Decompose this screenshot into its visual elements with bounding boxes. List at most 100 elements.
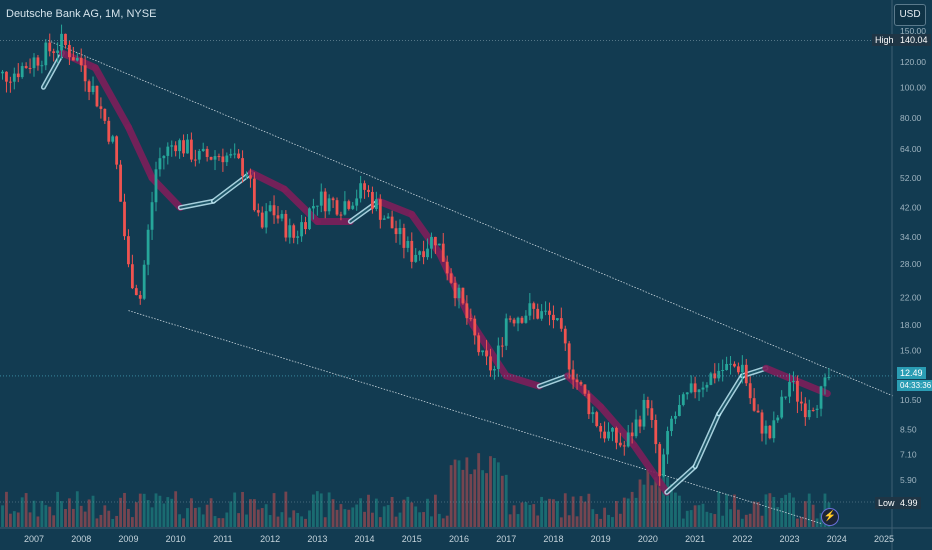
candle-body bbox=[634, 419, 638, 437]
candle-body bbox=[437, 243, 441, 246]
volume-bar bbox=[225, 512, 229, 527]
ribbon-segment bbox=[280, 185, 321, 226]
volume-bar bbox=[233, 492, 237, 527]
ribbon-core bbox=[717, 374, 744, 415]
currency-button[interactable]: USD bbox=[894, 4, 926, 26]
volume-bar bbox=[646, 469, 650, 527]
volume-bar bbox=[83, 511, 87, 527]
volume-bar bbox=[284, 491, 288, 527]
candle-body bbox=[130, 264, 134, 289]
candle-body bbox=[280, 213, 284, 219]
x-tick-label: 2016 bbox=[449, 534, 469, 544]
volume-bar bbox=[689, 510, 693, 527]
volume-bar bbox=[634, 497, 638, 527]
candle-body bbox=[772, 420, 776, 439]
candle-body bbox=[40, 65, 44, 67]
candle-body bbox=[60, 33, 63, 51]
candle-body bbox=[225, 155, 229, 163]
candle-body bbox=[603, 431, 607, 439]
volume-bar bbox=[540, 496, 544, 527]
lightning-icon[interactable]: ⚡ bbox=[821, 508, 839, 526]
volume-bar bbox=[64, 508, 67, 527]
candle-body bbox=[315, 205, 319, 207]
candle-body bbox=[465, 303, 469, 319]
volume-bar bbox=[599, 518, 603, 527]
candle-body bbox=[571, 369, 575, 380]
ribbon-segment bbox=[762, 364, 794, 382]
candle-body bbox=[516, 317, 520, 324]
volume-bar bbox=[811, 504, 815, 527]
candle-body bbox=[394, 228, 398, 235]
volume-bar bbox=[528, 504, 532, 527]
volume-bar bbox=[272, 493, 276, 527]
candle-body bbox=[138, 295, 142, 299]
volume-bar bbox=[75, 491, 79, 527]
volume-bar bbox=[335, 509, 339, 527]
candle-body bbox=[107, 120, 111, 142]
candle-body bbox=[178, 140, 182, 152]
moving-average-ribbon bbox=[40, 49, 831, 496]
candle-body bbox=[780, 396, 784, 418]
candle-body bbox=[626, 432, 630, 447]
volume-bar bbox=[111, 518, 115, 527]
volume-bar bbox=[473, 469, 477, 527]
volume-bar bbox=[477, 453, 481, 527]
volume-bar bbox=[406, 496, 410, 527]
volume-bar bbox=[44, 505, 48, 527]
volume-bar bbox=[193, 507, 197, 527]
ribbon-core bbox=[538, 374, 569, 388]
volume-bar bbox=[736, 509, 740, 527]
low-label: Low bbox=[875, 497, 898, 509]
volume-bar bbox=[40, 500, 44, 527]
volume-bar bbox=[292, 510, 296, 527]
volume-bar bbox=[28, 512, 32, 527]
candle-body bbox=[355, 198, 359, 206]
candle-body bbox=[528, 303, 532, 316]
volume-bar bbox=[398, 512, 402, 527]
candle-body bbox=[583, 384, 587, 394]
candle-body bbox=[685, 392, 689, 395]
volume-bar bbox=[197, 507, 201, 527]
volume-bar bbox=[68, 498, 71, 527]
volume-bar bbox=[339, 504, 343, 527]
candle-body bbox=[331, 198, 335, 201]
volume-bar bbox=[249, 499, 252, 527]
volume-bar bbox=[378, 517, 382, 527]
volume-bar bbox=[630, 491, 634, 527]
candle-body bbox=[190, 139, 193, 160]
candle-body bbox=[142, 264, 146, 299]
candle-body bbox=[402, 227, 406, 248]
candle-body bbox=[650, 408, 654, 420]
y-tick-label: 80.00 bbox=[900, 113, 922, 123]
volume-bar bbox=[807, 493, 811, 527]
y-tick-label: 28.00 bbox=[900, 259, 922, 269]
candle-body bbox=[453, 282, 457, 299]
volume-bar bbox=[512, 505, 516, 527]
volume-bar bbox=[119, 497, 122, 527]
candle-body bbox=[524, 315, 528, 323]
volume-bar bbox=[508, 514, 512, 527]
volume-bar bbox=[461, 469, 465, 527]
volume-bar bbox=[677, 495, 681, 527]
volume-bar bbox=[347, 509, 351, 527]
candle-body bbox=[485, 350, 488, 357]
volume-bar bbox=[740, 518, 744, 527]
x-tick-label: 2009 bbox=[118, 534, 138, 544]
volume-bar bbox=[154, 493, 158, 527]
volume-bar bbox=[516, 514, 520, 527]
volume-bar bbox=[87, 499, 91, 527]
volume-bar bbox=[788, 492, 791, 527]
candle-body bbox=[733, 363, 736, 367]
candle-body bbox=[20, 66, 24, 78]
candle-body bbox=[555, 318, 559, 321]
candle-body bbox=[300, 222, 303, 237]
ribbon-core bbox=[212, 171, 253, 203]
candle-body bbox=[540, 311, 544, 319]
volume-bar bbox=[481, 470, 485, 527]
low-value: 4.99 bbox=[897, 497, 921, 509]
volume-bar bbox=[127, 508, 130, 527]
volume-bar bbox=[729, 509, 732, 527]
volume-bar bbox=[150, 507, 154, 527]
volume-bar bbox=[587, 493, 591, 527]
